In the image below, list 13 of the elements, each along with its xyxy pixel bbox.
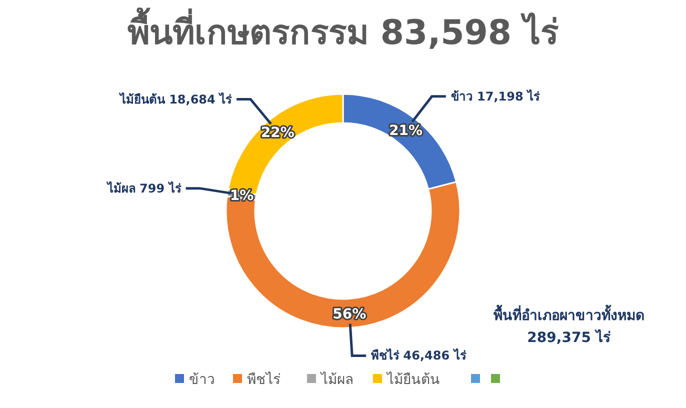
legend-label: ข้าว <box>189 372 215 388</box>
text: ไม้ผล 799 ไร่ <box>107 181 181 196</box>
legend-label: ไม้ยืนต้น <box>386 371 440 388</box>
text: ไม้ยืนต้น 18,684 ไร่ <box>120 92 232 106</box>
text: พืชไร่ 46,486 ไร่ <box>371 348 466 363</box>
text: ข้าว 17,198 ไร่ <box>450 89 540 104</box>
legend-label: พืชไร่ <box>247 371 281 388</box>
data-label: 22% <box>260 125 294 142</box>
data-label: 56% <box>332 306 366 322</box>
chart-title: พื้นที่เกษตรกรรม 83,598 ไร่ <box>128 7 560 53</box>
text: พื้นที่อำเภอผาขาวทั้งหมด 289,375 ไร่ <box>494 304 644 346</box>
legend-label: ไม้ผล <box>320 371 354 388</box>
data-label: 21% <box>389 123 423 140</box>
